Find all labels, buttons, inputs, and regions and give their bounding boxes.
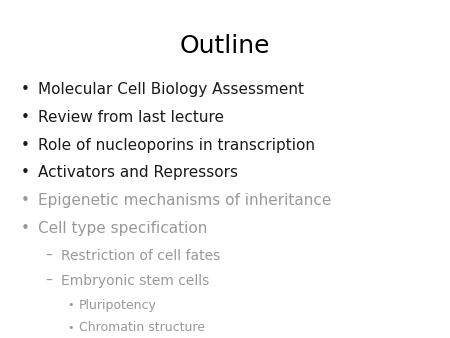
- Text: Cell type specification: Cell type specification: [38, 221, 207, 236]
- Text: Epigenetic mechanisms of inheritance: Epigenetic mechanisms of inheritance: [38, 193, 332, 208]
- Text: Activators and Repressors: Activators and Repressors: [38, 165, 238, 180]
- Text: •: •: [20, 221, 29, 236]
- Text: •: •: [20, 193, 29, 208]
- Text: •: •: [20, 82, 29, 97]
- Text: Molecular Cell Biology Assessment: Molecular Cell Biology Assessment: [38, 82, 304, 97]
- Text: Restriction of cell fates: Restriction of cell fates: [61, 249, 220, 263]
- Text: Outline: Outline: [180, 34, 270, 58]
- Text: –: –: [45, 249, 52, 263]
- Text: Embryonic stem cells: Embryonic stem cells: [61, 273, 209, 288]
- Text: –: –: [45, 273, 52, 288]
- Text: Role of nucleoporins in transcription: Role of nucleoporins in transcription: [38, 138, 315, 152]
- Text: •: •: [20, 138, 29, 152]
- Text: •: •: [68, 323, 74, 333]
- Text: Review from last lecture: Review from last lecture: [38, 110, 224, 125]
- Text: •: •: [68, 300, 74, 310]
- Text: •: •: [20, 165, 29, 180]
- Text: Pluripotency: Pluripotency: [79, 299, 157, 312]
- Text: Chromatin structure: Chromatin structure: [79, 321, 205, 334]
- Text: •: •: [20, 110, 29, 125]
